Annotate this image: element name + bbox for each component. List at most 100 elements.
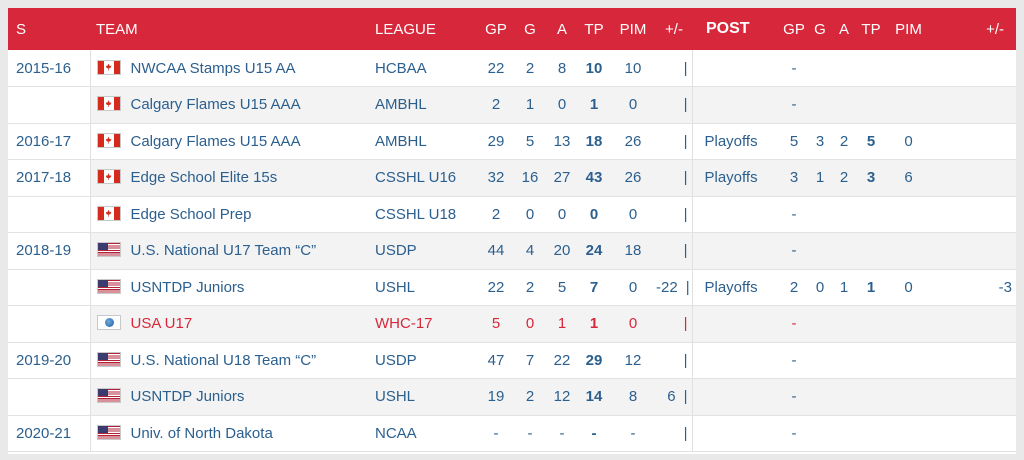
league-link[interactable]: USDP xyxy=(375,342,478,379)
header-pim[interactable]: PIM xyxy=(619,20,647,38)
league-link[interactable]: USDP xyxy=(375,232,478,270)
plus-minus-cell: | xyxy=(656,342,692,379)
a-cell: 0 xyxy=(546,196,578,233)
plus-minus-cell: | xyxy=(656,123,692,160)
team-link[interactable]: NWCAA Stamps U15 AA xyxy=(130,59,296,77)
team-link[interactable]: USNTDP Juniors xyxy=(130,278,245,296)
header-season[interactable]: S xyxy=(16,20,27,38)
column-separator: | xyxy=(683,169,688,187)
table-header-row: S TEAM LEAGUE GP G A TP PIM +/- POST GP … xyxy=(8,8,1016,50)
plus-minus-cell: | xyxy=(656,232,692,270)
pim-cell: 0 xyxy=(610,86,656,124)
post-g-cell: 0 xyxy=(808,269,832,306)
a-cell: 12 xyxy=(546,378,578,416)
plus-minus-cell: -22 | xyxy=(656,269,692,306)
team-link[interactable]: Calgary Flames U15 AAA xyxy=(130,96,301,114)
header-post-a[interactable]: A xyxy=(838,20,849,38)
header-a[interactable]: A xyxy=(556,20,567,38)
team-link[interactable]: U.S. National U18 Team “C” xyxy=(130,351,317,369)
season-cell[interactable]: 2015-16 xyxy=(8,50,91,87)
usa-flag-icon xyxy=(96,351,121,367)
league-link[interactable]: CSSHL U16 xyxy=(375,159,478,197)
team-link[interactable]: Edge School Prep xyxy=(130,205,252,223)
season-cell[interactable]: 2016-17 xyxy=(8,123,91,160)
post-g-cell: 1 xyxy=(808,159,832,197)
league-link[interactable]: AMBHL xyxy=(375,86,478,124)
team-link[interactable]: Calgary Flames U15 AAA xyxy=(130,132,301,150)
season-cell[interactable]: 2018-19 xyxy=(8,232,91,270)
post-plus-minus-cell xyxy=(931,50,1016,87)
table-row: 2017-18 Edge School Elite 15s CSSHL U16 32 1… xyxy=(8,159,1016,197)
league-link[interactable]: NCAA xyxy=(375,415,478,452)
tp-cell: - xyxy=(578,415,610,452)
season-cell[interactable] xyxy=(8,196,91,233)
tp-cell: 7 xyxy=(578,269,610,306)
post-plus-minus-cell xyxy=(931,196,1016,233)
pim-cell: 26 xyxy=(610,123,656,160)
league-link[interactable]: USHL xyxy=(375,378,478,416)
post-tp-cell xyxy=(856,378,886,416)
season-cell[interactable] xyxy=(8,86,91,124)
league-link[interactable]: WHC-17 xyxy=(375,305,478,343)
plus-minus-value: 6 xyxy=(667,388,676,406)
pim-cell: 0 xyxy=(610,305,656,343)
table-row: Edge School Prep CSSHL U18 2 0 0 0 0 | - xyxy=(8,196,1016,233)
column-separator: | xyxy=(683,315,688,333)
column-separator: | xyxy=(683,96,688,114)
team-link[interactable]: Univ. of North Dakota xyxy=(130,424,273,442)
header-post-gp[interactable]: GP xyxy=(783,20,805,38)
post-gp-cell: 2 xyxy=(780,269,808,306)
team-link[interactable]: U.S. National U17 Team “C” xyxy=(130,242,317,260)
header-post-g[interactable]: G xyxy=(814,20,826,38)
team-cell: Edge School Prep xyxy=(90,196,375,233)
team-link[interactable]: USA U17 xyxy=(130,315,193,333)
league-link[interactable]: HCBAA xyxy=(375,50,478,87)
post-tp-cell xyxy=(856,232,886,270)
league-link[interactable]: AMBHL xyxy=(375,123,478,160)
team-link[interactable]: Edge School Elite 15s xyxy=(130,169,278,187)
header-plus-minus[interactable]: +/- xyxy=(665,20,683,38)
header-g[interactable]: G xyxy=(524,20,536,38)
season-cell[interactable]: 2019-20 xyxy=(8,342,91,379)
post-g-cell xyxy=(808,305,832,343)
table-row: 2018-19 U.S. National U17 Team “C” USDP 44 4… xyxy=(8,232,1016,270)
post-type-cell: Playoffs xyxy=(691,123,780,160)
plus-minus-cell: | xyxy=(656,159,692,197)
g-cell: 0 xyxy=(514,305,546,343)
post-type-cell xyxy=(691,415,780,452)
season-cell[interactable] xyxy=(8,269,91,306)
header-post-tp[interactable]: TP xyxy=(861,20,881,38)
gp-cell: 32 xyxy=(478,159,514,197)
tp-cell: 10 xyxy=(578,50,610,87)
season-cell[interactable]: 2017-18 xyxy=(8,159,91,197)
season-cell[interactable] xyxy=(8,378,91,416)
team-cell: Univ. of North Dakota xyxy=(90,415,375,452)
team-link[interactable]: USNTDP Juniors xyxy=(130,388,245,406)
post-pim-cell: 0 xyxy=(886,269,931,306)
post-a-cell xyxy=(832,378,856,416)
tp-cell: 1 xyxy=(578,305,610,343)
league-link[interactable]: CSSHL U18 xyxy=(375,196,478,233)
post-g-cell xyxy=(808,232,832,270)
season-cell[interactable] xyxy=(8,305,91,343)
header-post-plus-minus[interactable]: +/- xyxy=(986,20,1004,38)
table-row: 2016-17 Calgary Flames U15 AAA AMBHL 29 5 13 1… xyxy=(8,123,1016,160)
gp-cell: 2 xyxy=(478,196,514,233)
post-plus-minus-cell xyxy=(931,123,1016,160)
post-tp-cell: 3 xyxy=(856,159,886,197)
post-a-cell: 2 xyxy=(832,159,856,197)
header-gp[interactable]: GP xyxy=(485,20,507,38)
header-league[interactable]: LEAGUE xyxy=(375,20,436,38)
season-cell[interactable]: 2020-21 xyxy=(8,415,91,452)
g-cell: 2 xyxy=(514,269,546,306)
tp-cell: 1 xyxy=(578,86,610,124)
post-tp-cell: 1 xyxy=(856,269,886,306)
post-type-cell xyxy=(691,86,780,124)
post-gp-cell: - xyxy=(780,232,808,270)
league-link[interactable]: USHL xyxy=(375,269,478,306)
header-post-pim[interactable]: PIM xyxy=(895,20,922,38)
a-cell: 27 xyxy=(546,159,578,197)
header-team[interactable]: TEAM xyxy=(96,20,138,38)
header-tp[interactable]: TP xyxy=(584,20,604,38)
gp-cell: 2 xyxy=(478,86,514,124)
